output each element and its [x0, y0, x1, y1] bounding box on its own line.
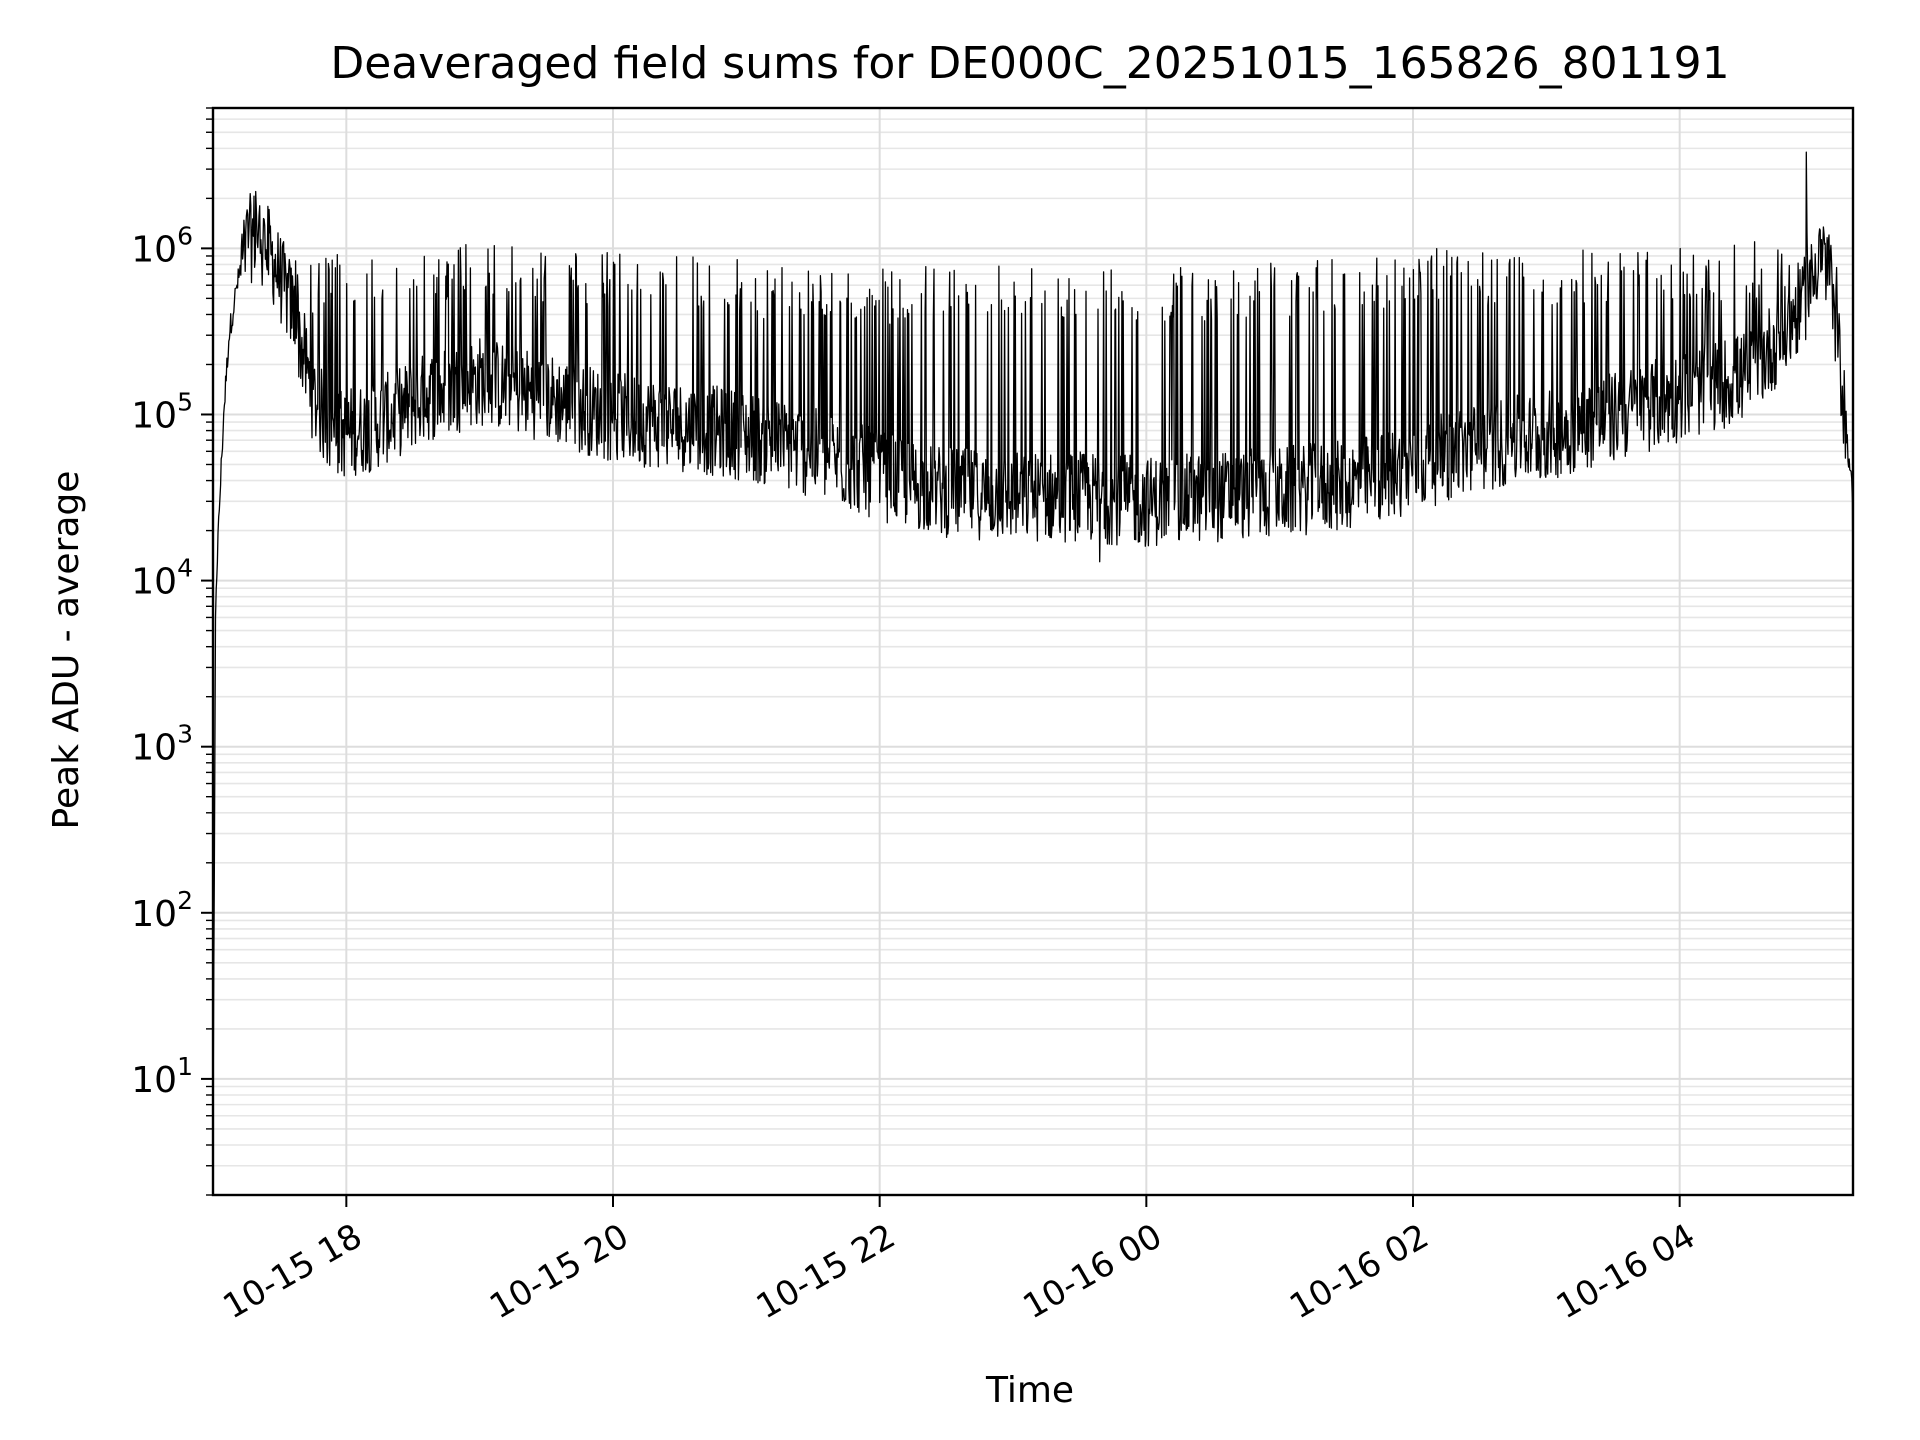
x-axis-label: Time	[985, 1370, 1074, 1411]
chart-title: Deaveraged field sums for DE000C_2025101…	[330, 38, 1729, 89]
plot-frame	[211, 106, 1855, 1197]
y-tick-exponent: 4	[177, 554, 193, 583]
y-tick-exponent: 3	[177, 720, 193, 749]
y-tick-label: 105	[131, 387, 193, 436]
y-tick-exponent: 1	[177, 1052, 193, 1081]
data-series	[212, 151, 1854, 1146]
y-axis-label: Peak ADU - average	[46, 471, 87, 830]
y-tick-exponent: 5	[177, 387, 193, 416]
y-tick-exponent: 6	[177, 221, 193, 250]
y-tick-exponent: 2	[177, 886, 193, 915]
series-line	[212, 151, 1854, 1146]
